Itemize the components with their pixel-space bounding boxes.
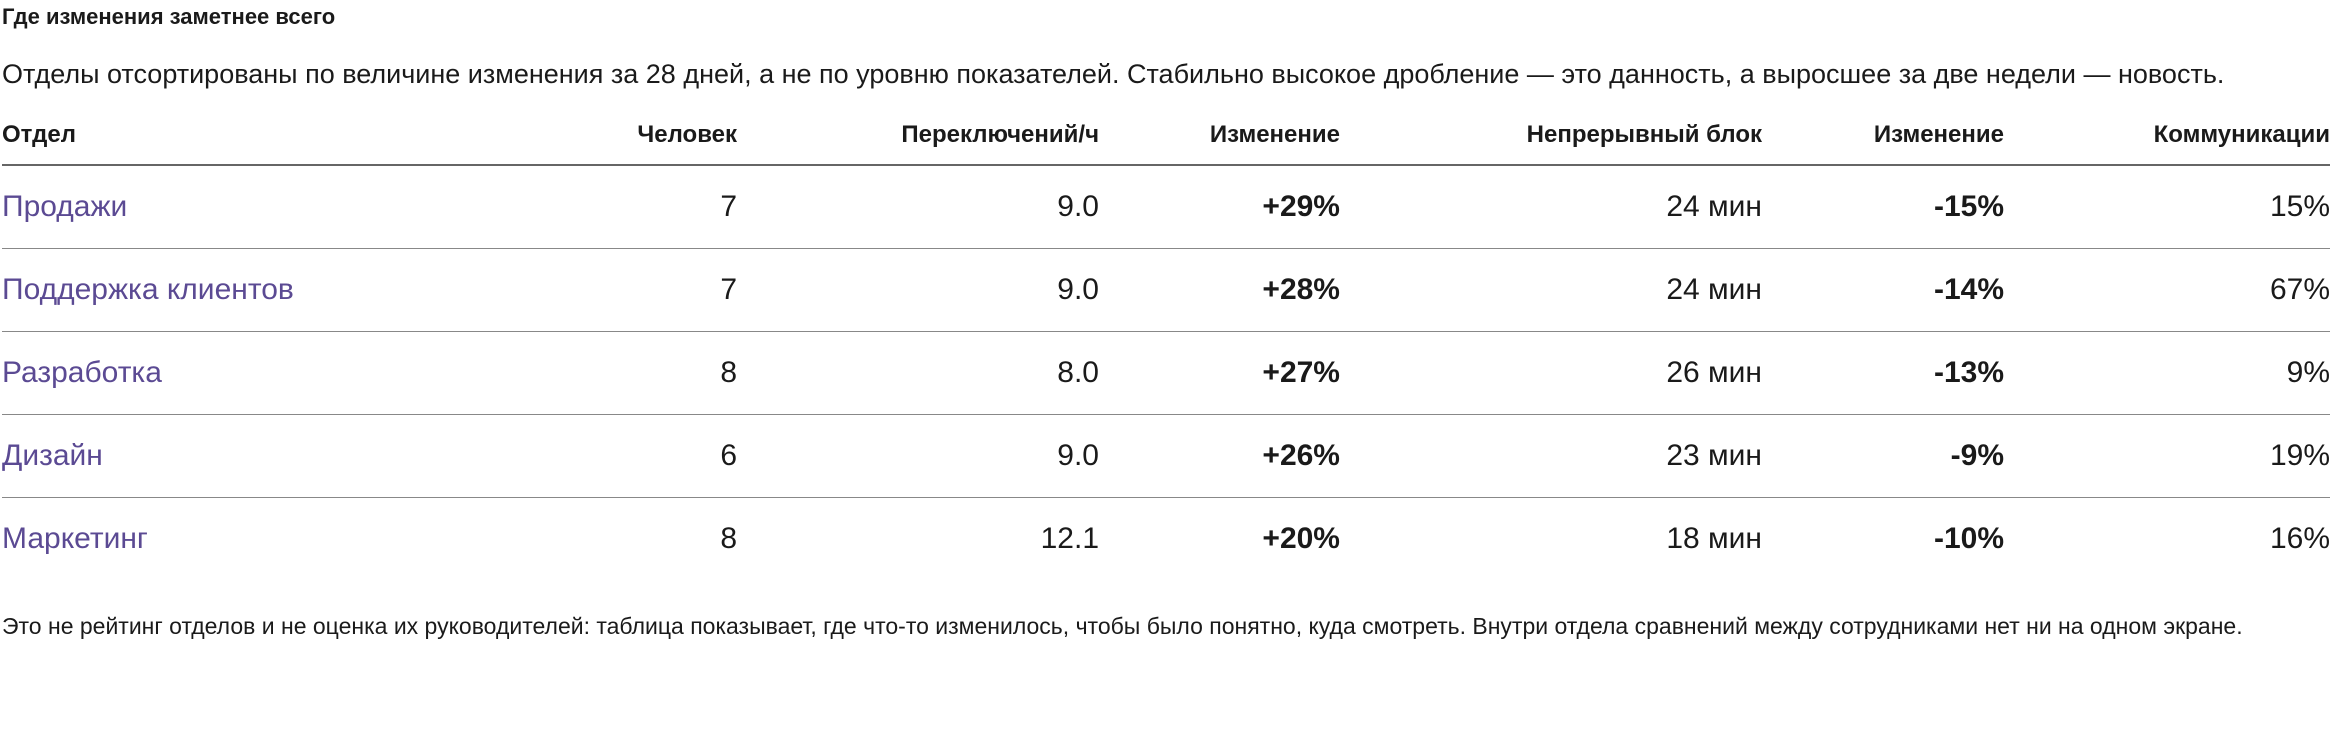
column-header: Изменение (1762, 106, 2004, 166)
column-header: Коммуникации (2004, 106, 2330, 166)
description: Отделы отсортированы по величине изменен… (2, 59, 2225, 89)
table-cell: 7 (542, 165, 737, 249)
table-row: Дизайн 6 9.0 +26% 23 мин -9% 19% (2, 414, 2330, 498)
department-link[interactable]: Поддержка клиентов (2, 248, 542, 332)
table-row: Поддержка клиентов 7 9.0 +28% 24 мин -14% 67% (2, 248, 2330, 332)
column-header: Человек (542, 106, 737, 166)
table-cell: 24 мин (1340, 248, 1762, 332)
table-cell: +26% (1099, 414, 1340, 498)
table-cell: 9% (2004, 331, 2330, 415)
table-cell: -15% (1762, 165, 2004, 249)
table-cell: 8.0 (737, 331, 1099, 415)
table-head: Отдел Человек Переключений/ч Изменение Непре… (2, 106, 2330, 166)
column-header: Отдел (2, 106, 542, 166)
content: Где изменения заметнее всего Отделы отсо… (0, 2, 2330, 643)
footnote: Это не рейтинг отделов и не оценка их ру… (2, 613, 2243, 639)
departments-table: Отдел Человек Переключений/ч Изменение Непре… (2, 106, 2330, 580)
table-cell: +27% (1099, 331, 1340, 415)
department-link[interactable]: Дизайн (2, 414, 542, 498)
table-cell: +20% (1262, 522, 1340, 555)
table-row: Продажи 7 9.0 +29% 24 мин -15% 15% (2, 165, 2330, 249)
table-cell: 9.0 (737, 248, 1099, 332)
table-cell: 18 мин (1666, 522, 1762, 555)
column-header: Непрерывный блок (1340, 106, 1762, 166)
table-cell: -13% (1762, 331, 2004, 415)
table-cell: 16% (2269, 522, 2330, 555)
table-cell: 19% (2004, 414, 2330, 498)
table-cell: 9.0 (737, 165, 1099, 249)
table-cell: 7 (542, 248, 737, 332)
table-cell: +29% (1099, 165, 1340, 249)
table-cell: -9% (1762, 414, 2004, 498)
header-row: Отдел Человек Переключений/ч Изменение Непре… (2, 106, 2330, 166)
table-body: Продажи 7 9.0 +29% 24 мин -15% 15% Поддержка кл… (2, 165, 2330, 580)
table-cell: -10% (1933, 522, 2004, 555)
department-link[interactable]: Продажи (2, 165, 542, 249)
table-cell: 24 мин (1340, 165, 1762, 249)
table-cell: 12.1 (1040, 522, 1099, 555)
table-cell: 26 мин (1340, 331, 1762, 415)
table-cell: 23 мин (1340, 414, 1762, 498)
table-row: Маркетинг 8 12.1 +20% 18 мин -10% 16% (2, 498, 2330, 581)
table-row: Разработка 8 8.0 +27% 26 мин -13% 9% (2, 331, 2330, 415)
table-cell: 6 (542, 414, 737, 498)
table-cell: 8 (720, 522, 737, 555)
table-cell: 15% (2004, 165, 2330, 249)
section-title: Где изменения заметнее всего (2, 4, 336, 29)
department-link[interactable]: Маркетинг (2, 522, 148, 555)
table-cell: 8 (542, 331, 737, 415)
column-header: Изменение (1099, 106, 1340, 166)
column-header: Переключений/ч (737, 106, 1099, 166)
department-link[interactable]: Разработка (2, 331, 542, 415)
table-cell: 67% (2004, 248, 2330, 332)
table-cell: 9.0 (737, 414, 1099, 498)
table-cell: +28% (1099, 248, 1340, 332)
table-cell: -14% (1762, 248, 2004, 332)
